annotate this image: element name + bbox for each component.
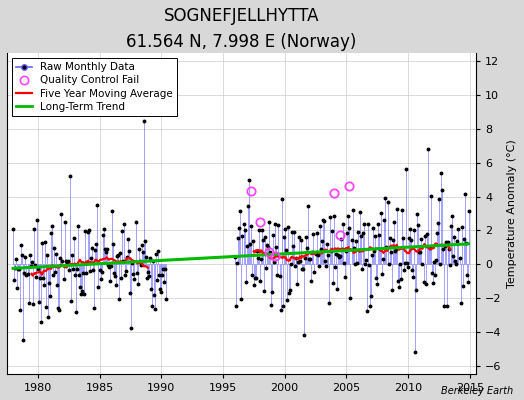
Legend: Raw Monthly Data, Quality Control Fail, Five Year Moving Average, Long-Term Tren: Raw Monthly Data, Quality Control Fail, … — [12, 58, 177, 116]
Text: Berkeley Earth: Berkeley Earth — [441, 386, 514, 396]
Title: SOGNEFJELLHYTTA
61.564 N, 7.998 E (Norway): SOGNEFJELLHYTTA 61.564 N, 7.998 E (Norwa… — [126, 7, 357, 51]
Y-axis label: Temperature Anomaly (°C): Temperature Anomaly (°C) — [507, 139, 517, 288]
